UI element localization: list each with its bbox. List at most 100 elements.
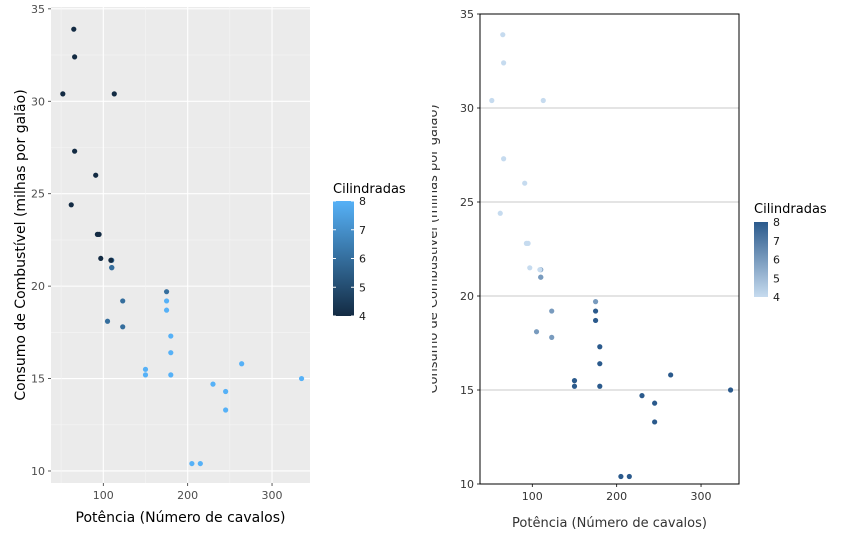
data-point: [497, 210, 503, 216]
data-point: [571, 378, 578, 384]
data-point: [120, 298, 126, 304]
y-tick-label: 35: [460, 8, 474, 21]
data-point: [501, 156, 507, 162]
data-point: [500, 32, 506, 38]
y-tick-label: 10: [460, 478, 474, 491]
x-tick-label: 300: [262, 489, 283, 502]
legend-title: Cilindradas: [754, 202, 827, 217]
data-point: [60, 91, 66, 97]
data-point: [626, 473, 632, 480]
legend-label: 5: [359, 281, 366, 294]
legend-label: 6: [773, 254, 780, 267]
plot-border: [479, 13, 740, 485]
data-point: [652, 419, 658, 425]
plot-panel: [51, 7, 310, 483]
data-point: [618, 473, 624, 480]
data-point: [592, 299, 599, 305]
x-axis-title: Potência (Número de cavalos): [76, 510, 286, 526]
x-tick-label: 200: [606, 490, 627, 503]
data-point: [163, 298, 170, 304]
data-point: [533, 329, 540, 335]
data-point: [111, 91, 117, 97]
data-point: [189, 460, 195, 467]
data-point: [525, 240, 531, 246]
data-point: [163, 307, 170, 313]
legend-label: 4: [773, 291, 780, 304]
data-point: [104, 318, 111, 324]
data-point: [168, 350, 174, 356]
y-tick-label: 15: [460, 384, 474, 397]
x-tick-label: 300: [691, 490, 712, 503]
y-tick-label: 20: [31, 280, 45, 293]
data-point: [652, 400, 658, 406]
y-tick-label: 25: [31, 188, 45, 201]
data-point: [197, 460, 203, 467]
data-point: [163, 289, 170, 295]
y-tick-label: 10: [31, 465, 45, 478]
x-tick-label: 100: [93, 489, 114, 502]
data-point: [549, 334, 555, 340]
data-point: [522, 180, 528, 186]
data-point: [727, 387, 734, 393]
data-point: [71, 26, 77, 32]
data-point: [239, 361, 245, 367]
data-point: [538, 274, 544, 280]
x-axis-title: Potência (Número de cavalos): [512, 516, 707, 531]
legend-colorbar: [333, 201, 354, 316]
x-tick-label: 100: [522, 490, 543, 503]
legend-title: Cilindradas: [333, 182, 406, 197]
x-tick-label: 200: [177, 489, 198, 502]
data-point: [93, 172, 99, 178]
y-tick-label: 15: [31, 373, 45, 386]
y-tick-label: 35: [31, 3, 45, 16]
data-point: [549, 308, 555, 314]
data-point: [223, 407, 229, 413]
y-tick-label: 30: [460, 102, 474, 115]
y-tick-label: 25: [460, 196, 474, 209]
data-point: [72, 148, 78, 154]
legend-label: 8: [773, 216, 780, 229]
data-point: [501, 60, 507, 66]
data-point: [668, 372, 674, 378]
data-point: [72, 54, 78, 60]
data-point: [540, 97, 546, 104]
data-point: [592, 317, 599, 324]
data-point: [489, 97, 495, 104]
legend-label: 4: [359, 310, 366, 323]
y-axis-title: Consumo de Combustível (milhas por galão…: [13, 89, 29, 400]
legend-label: 7: [359, 224, 366, 237]
data-point: [597, 361, 603, 367]
chart-left: 10 15 20 25 30 35 100 200 300 Potência (Número de…: [13, 3, 406, 526]
legend-colorbar: [754, 222, 768, 297]
data-point: [109, 265, 115, 271]
y-axis-title: Consumo de Combustível (milhas por galão…: [432, 104, 441, 393]
legend-label: 7: [773, 235, 780, 248]
data-point: [223, 388, 229, 395]
data-point: [168, 372, 174, 378]
data-point: [210, 381, 216, 387]
y-tick-label: 20: [460, 290, 474, 303]
data-point: [108, 257, 114, 263]
y-tick-label: 30: [31, 95, 45, 108]
legend-label: 8: [359, 195, 366, 208]
data-point: [298, 375, 305, 382]
data-point: [142, 372, 149, 378]
data-point: [527, 265, 533, 271]
data-point: [597, 344, 603, 350]
data-point: [96, 231, 102, 237]
data-point: [571, 383, 578, 389]
plot-panel: [480, 14, 739, 484]
chart-right: 10 15 20 25 30 35 100 200 300 Potência (Número de…: [432, 8, 827, 531]
data-point: [537, 267, 543, 273]
legend-label: 5: [773, 272, 780, 285]
data-point: [68, 202, 74, 208]
data-point: [597, 383, 603, 389]
data-point: [120, 324, 126, 330]
data-point: [168, 333, 174, 339]
data-point: [142, 366, 149, 372]
data-point: [98, 255, 104, 262]
legend-label: 6: [359, 253, 366, 266]
data-point: [592, 308, 599, 314]
data-point: [639, 393, 645, 399]
